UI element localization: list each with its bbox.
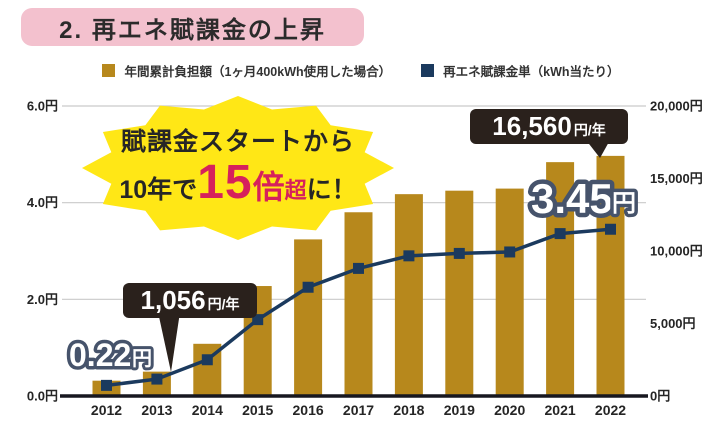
starburst-suffix: に！: [306, 175, 357, 204]
svg-text:2014: 2014: [192, 402, 223, 418]
callout-2022-unit: 円/年: [573, 122, 606, 138]
svg-text:2019: 2019: [444, 402, 475, 418]
line-series-swatch: [421, 64, 435, 77]
legend-item-unit-price: 再エネ賦課金単（kWh当たり）: [421, 61, 620, 80]
svg-text:5,000円: 5,000円: [650, 316, 696, 331]
callout-2013-tail: [158, 312, 180, 372]
svg-text:2020: 2020: [494, 402, 525, 418]
svg-text:2015: 2015: [242, 402, 273, 418]
legend-label-unit-price: 再エネ賦課金単（kWh当たり）: [443, 65, 620, 79]
chart-legend: 年間累計負担額（1ヶ月400kWh使用した場合） 再エネ賦課金単（kWh当たり）: [0, 61, 722, 80]
svg-text:2012: 2012: [91, 402, 122, 418]
starburst-line1: 賦課金スタートから: [120, 128, 355, 157]
svg-text:20,000円: 20,000円: [650, 99, 703, 114]
legend-label-annual-burden: 年間累計負担額（1ヶ月400kWh使用した場合）: [124, 65, 392, 79]
svg-text:10,000円: 10,000円: [650, 244, 703, 259]
svg-text:2021: 2021: [545, 402, 576, 418]
svg-text:0円: 0円: [650, 389, 670, 404]
starburst-prefix: 10年で: [119, 175, 198, 204]
bar-series-swatch: [102, 64, 116, 77]
starburst-multiplier: 15: [197, 155, 253, 209]
legend-item-annual-burden: 年間累計負担額（1ヶ月400kWh使用した場合）: [102, 61, 391, 80]
callout-2013: 1,056 円/年: [123, 283, 257, 318]
svg-text:2016: 2016: [293, 402, 324, 418]
line-label-2012-unit: 円: [132, 348, 152, 370]
callout-2022-value: 16,560: [492, 111, 572, 141]
title-box: 2. 再エネ賦課金の上昇: [21, 8, 364, 46]
starburst-cho: 超: [284, 177, 307, 203]
page-title: 2. 再エネ賦課金の上昇: [59, 16, 326, 44]
line-label-2012-value: 0.22: [69, 337, 131, 373]
svg-text:2.0円: 2.0円: [27, 292, 58, 307]
svg-text:6.0円: 6.0円: [27, 99, 58, 114]
svg-text:0.0円: 0.0円: [27, 389, 58, 404]
callout-2022-tail: [586, 140, 610, 158]
svg-text:2017: 2017: [343, 402, 374, 418]
svg-text:15,000円: 15,000円: [650, 171, 703, 186]
chart-layer: 0.0円 2.0円 4.0円 6.0円 0円 5,000円 10,000円 15,000円 20…: [27, 99, 703, 419]
callout-2013-unit: 円/年: [207, 296, 240, 312]
svg-text:2022: 2022: [595, 402, 626, 418]
callout-2022: 16,560 円/年: [470, 109, 628, 144]
line-label-2022-unit: 円: [612, 190, 636, 217]
starburst-line2: 10年で 15 倍 超 に！: [119, 155, 357, 209]
svg-text:2013: 2013: [141, 402, 172, 418]
line-label-2022-value: 3.45: [531, 175, 613, 222]
svg-text:2018: 2018: [393, 402, 424, 418]
svg-text:4.0円: 4.0円: [27, 195, 58, 210]
callout-2013-value: 1,056: [140, 285, 206, 315]
starburst-bai: 倍: [252, 168, 285, 205]
